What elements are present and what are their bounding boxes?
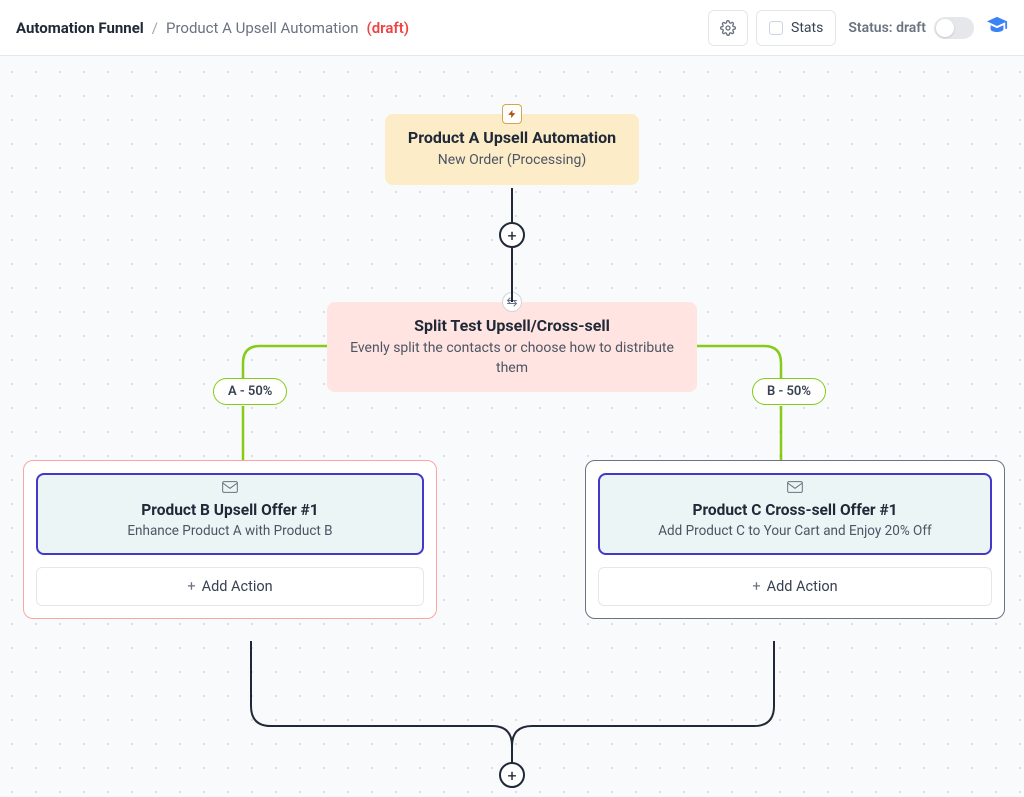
branch-a-label[interactable]: A - 50% [213,378,287,405]
draft-badge: (draft) [367,19,410,37]
add-action-button-b[interactable]: +Add Action [598,567,992,606]
add-action-button-a[interactable]: +Add Action [36,567,424,606]
breadcrumb-separator: / [152,19,158,37]
offer-card-a[interactable]: Product B Upsell Offer #1 Enhance Produc… [36,473,424,555]
trigger-subtitle: New Order (Processing) [405,151,619,171]
add-step-button-top[interactable]: + [499,222,525,248]
trigger-title: Product A Upsell Automation [405,128,619,147]
automation-canvas[interactable]: Product A Upsell Automation New Order (P… [0,56,1024,797]
settings-button[interactable] [708,10,748,46]
gear-icon [720,20,736,36]
offer-a-title: Product B Upsell Offer #1 [54,501,406,519]
offer-b-title: Product C Cross-sell Offer #1 [616,501,974,519]
branch-b-label[interactable]: B - 50% [752,378,826,405]
email-icon [787,481,803,496]
offer-a-subtitle: Enhance Product A with Product B [54,523,406,539]
split-title: Split Test Upsell/Cross-sell [347,316,677,335]
branch-a-container[interactable]: Product B Upsell Offer #1 Enhance Produc… [23,460,437,619]
header-bar: Automation Funnel / Product A Upsell Aut… [0,0,1024,56]
branch-b-container[interactable]: Product C Cross-sell Offer #1 Add Produc… [585,460,1005,619]
plus-icon: + [752,578,760,595]
stats-checkbox [769,21,783,35]
email-icon [222,481,238,496]
split-icon [502,292,522,312]
breadcrumb: Automation Funnel / Product A Upsell Aut… [16,19,409,37]
stats-toggle-button[interactable]: Stats [756,10,836,46]
add-step-button-bottom[interactable]: + [499,762,525,788]
offer-card-b[interactable]: Product C Cross-sell Offer #1 Add Produc… [598,473,992,555]
status-toggle[interactable] [934,17,974,39]
plus-icon: + [187,578,195,595]
breadcrumb-page[interactable]: Product A Upsell Automation [166,19,359,37]
stats-label: Stats [791,20,823,36]
status-indicator: Status: draft [848,17,974,39]
offer-b-subtitle: Add Product C to Your Cart and Enjoy 20%… [616,523,974,539]
status-label: Status: draft [848,20,926,36]
graduation-cap-icon [986,15,1008,37]
split-subtitle: Evenly split the contacts or choose how … [347,339,677,378]
lightning-icon [502,104,522,124]
breadcrumb-root[interactable]: Automation Funnel [16,19,144,37]
split-test-node[interactable]: Split Test Upsell/Cross-sell Evenly spli… [327,302,697,392]
help-button[interactable] [986,15,1008,41]
trigger-node[interactable]: Product A Upsell Automation New Order (P… [385,114,639,185]
